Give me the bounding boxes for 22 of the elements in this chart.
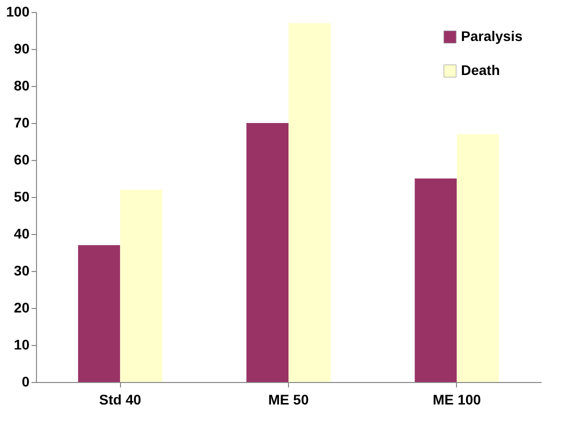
- bar: [456, 134, 499, 382]
- x-tick-label: ME 50: [268, 392, 309, 408]
- y-tick-label: 20: [14, 300, 30, 316]
- bar: [246, 123, 288, 382]
- legend-label: Death: [461, 62, 500, 78]
- y-tick-label: 100: [6, 4, 30, 20]
- y-tick-label: 90: [14, 40, 30, 56]
- bar: [414, 178, 457, 382]
- y-tick-label: 60: [14, 152, 30, 168]
- y-tick-label: 0: [22, 374, 30, 390]
- y-tick-label: 80: [14, 78, 30, 94]
- bar: [78, 245, 120, 382]
- x-tick-label: Std 40: [99, 392, 142, 408]
- y-tick-label: 30: [14, 262, 30, 278]
- y-tick-label: 40: [14, 226, 30, 242]
- bar: [288, 23, 331, 382]
- y-tick-label: 70: [14, 114, 30, 130]
- x-tick-label: ME 100: [432, 392, 482, 408]
- bar: [120, 190, 162, 382]
- legend-label: Paralysis: [461, 28, 523, 44]
- y-tick-label: 50: [14, 188, 30, 204]
- y-tick-label: 10: [14, 336, 30, 352]
